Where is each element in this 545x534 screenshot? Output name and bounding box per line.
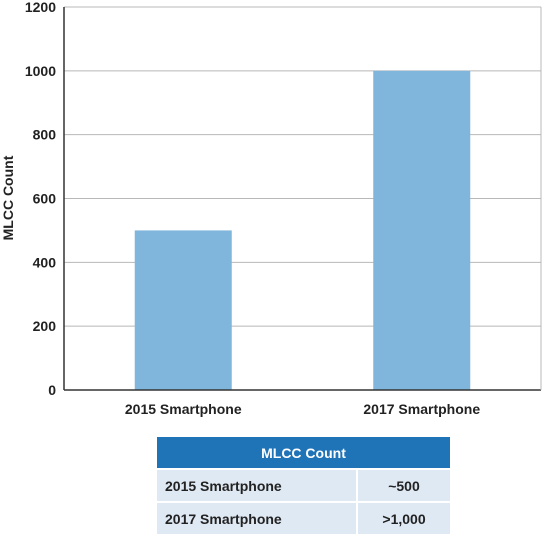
bar [373, 70, 471, 390]
y-tick-label: 0 [48, 382, 56, 398]
y-tick-label: 1000 [25, 63, 56, 79]
table-row: 2017 Smartphone >1,000 [157, 501, 450, 534]
y-tick-label: 600 [33, 191, 57, 207]
row-label: 2015 Smartphone [157, 468, 357, 502]
bar [134, 230, 232, 390]
bars [134, 70, 471, 390]
row-label: 2017 Smartphone [157, 501, 357, 534]
y-tick-labels: 0 200 400 600 800 1000 1200 [25, 0, 56, 398]
x-tick-label: 2017 Smartphone [363, 401, 480, 417]
row-value: ~500 [356, 468, 450, 502]
table-row: 2015 Smartphone ~500 [157, 468, 450, 502]
y-axis-label: MLCC Count [0, 155, 16, 240]
axes [63, 7, 542, 391]
mlcc-count-table: MLCC Count 2015 Smartphone ~500 2017 Sma… [157, 437, 450, 534]
y-tick-label: 200 [33, 318, 57, 334]
row-value: >1,000 [356, 501, 450, 534]
table-header: MLCC Count [157, 437, 450, 469]
x-tick-label: 2015 Smartphone [125, 401, 242, 417]
y-tick-label: 800 [33, 127, 57, 143]
y-tick-label: 400 [33, 254, 57, 270]
y-tick-label: 1200 [25, 0, 56, 15]
x-tick-labels: 2015 Smartphone 2017 Smartphone [125, 401, 480, 417]
